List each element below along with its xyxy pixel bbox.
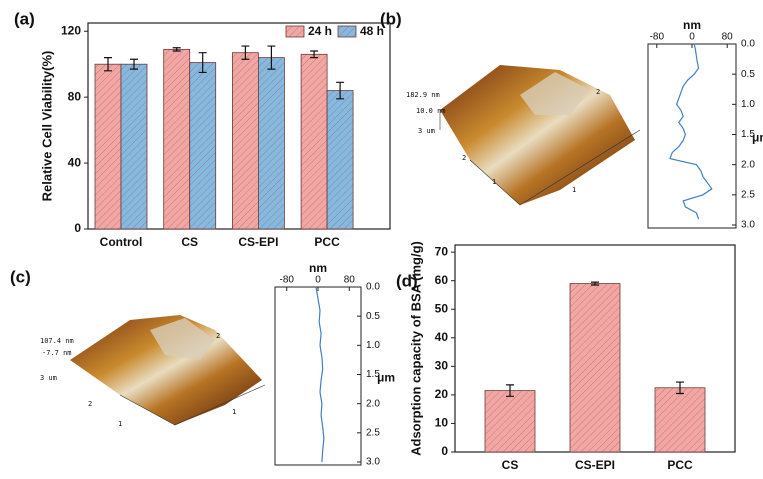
afm-tick: 1	[492, 178, 496, 186]
bar	[301, 54, 327, 229]
y-tick-label: 0	[441, 444, 448, 458]
y-tick-label: 0.0	[366, 282, 380, 293]
legend-label: 24 h	[308, 24, 332, 38]
panel-label: (a)	[14, 9, 35, 28]
y-tick-label: 60	[435, 273, 449, 287]
y-tick-label: 0.0	[741, 39, 755, 50]
x-tick-label: 80	[722, 32, 734, 43]
panel-label: (c)	[10, 267, 31, 286]
y-tick-label: 2.5	[741, 189, 755, 200]
y-axis-label: Relative Cell Viability(%)	[39, 51, 54, 202]
y-tick-label: 50	[435, 301, 449, 315]
profile-line	[316, 287, 324, 462]
y-tick-label: 20	[435, 387, 449, 401]
bar	[485, 391, 535, 452]
bar	[190, 63, 216, 229]
afm-label: 3 um	[418, 127, 435, 135]
afm-label: 107.4 nm	[40, 337, 74, 345]
plot-frame	[648, 44, 736, 228]
x-tick-label: -80	[280, 275, 295, 286]
y-tick-label: 2.0	[366, 398, 380, 409]
x-axis-label: nm	[683, 18, 701, 32]
x-tick-label: PCC	[667, 458, 693, 472]
x-tick-label: Control	[100, 235, 143, 249]
y-tick-label: 30	[435, 359, 449, 373]
bar	[327, 91, 353, 229]
y-tick-label: 10	[435, 416, 449, 430]
x-tick-label: CS-EPI	[238, 235, 278, 249]
y-tick-label: 40	[435, 330, 449, 344]
bar	[121, 64, 147, 229]
y-tick-label: 0	[74, 221, 81, 235]
y-tick-label: 80	[68, 89, 82, 103]
panel-label: (d)	[396, 271, 418, 290]
y-tick-label: 0.5	[741, 69, 755, 80]
bar	[95, 64, 121, 229]
profile-line	[670, 44, 712, 219]
y-tick-label: 1.0	[366, 340, 380, 351]
x-axis-label: nm	[309, 261, 327, 275]
afm-tick: 2	[462, 154, 466, 162]
bar	[232, 53, 258, 229]
afm-label: 3 um	[40, 374, 57, 382]
legend-swatch	[286, 26, 304, 37]
afm-label: 182.9 nm	[406, 91, 440, 99]
x-tick-label: -80	[650, 32, 665, 43]
afm-tick: 2	[216, 332, 220, 340]
afm-tick: 1	[118, 420, 122, 428]
y-tick-label: 1.0	[741, 99, 755, 110]
afm-tick: 2	[88, 400, 92, 408]
bar	[655, 388, 705, 452]
x-tick-label: CS	[181, 235, 198, 249]
y-tick-label: 2.5	[366, 427, 380, 438]
y-axis-label: μm	[377, 371, 395, 385]
x-tick-label: CS	[502, 458, 519, 472]
y-tick-label: 70	[435, 244, 449, 258]
x-tick-label: PCC	[314, 235, 340, 249]
afm-tick: 1	[232, 408, 236, 416]
y-axis-label: μm	[752, 131, 763, 145]
afm-image-b: 182.9 nm 10.0 nm 3 um 2 1 2 1	[406, 65, 640, 205]
afm-tick: 1	[572, 186, 576, 194]
bar	[570, 284, 620, 452]
y-tick-label: 40	[68, 155, 82, 169]
y-tick-label: 120	[61, 23, 81, 37]
y-tick-label: 2.0	[741, 159, 755, 170]
y-tick-label: 3.0	[366, 457, 380, 468]
x-tick-label: 0	[689, 32, 695, 43]
y-tick-label: 3.0	[741, 220, 755, 231]
legend-swatch	[338, 26, 356, 37]
y-tick-label: 0.5	[366, 311, 380, 322]
x-tick-label: 80	[344, 275, 356, 286]
afm-image-c: 107.4 nm -7.7 nm 3 um 2 1 2 1	[40, 315, 265, 428]
bar	[258, 58, 284, 229]
figure: 182.9 nm 10.0 nm 3 um 2 1 2 1 107.4 nm -…	[0, 0, 763, 479]
x-tick-label: CS-EPI	[575, 458, 615, 472]
bar	[164, 49, 190, 229]
plot-frame	[275, 287, 361, 465]
afm-label: -7.7 nm	[42, 349, 72, 357]
x-tick-label: 0	[315, 275, 321, 286]
afm-label: 10.0 nm	[416, 107, 446, 115]
panel-label: (b)	[380, 9, 402, 28]
afm-tick: 2	[596, 88, 600, 96]
